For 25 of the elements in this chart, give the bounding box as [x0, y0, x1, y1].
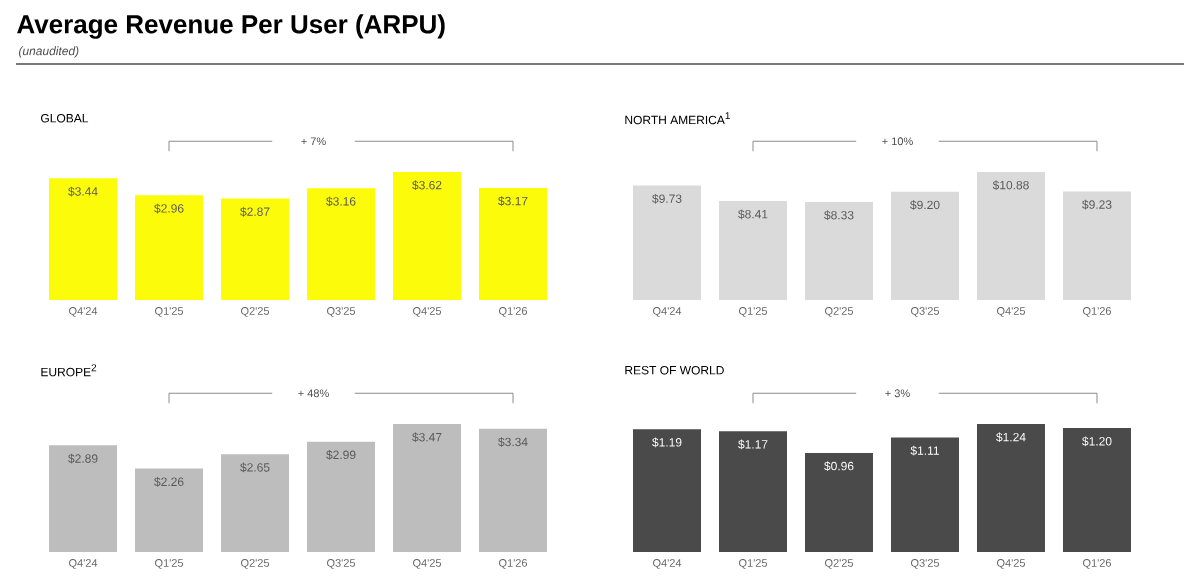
- bar: [890, 437, 959, 552]
- bar: [49, 445, 118, 552]
- bar: [307, 188, 376, 300]
- bar: [890, 191, 959, 300]
- bar: [976, 423, 1045, 552]
- bar: [633, 185, 701, 300]
- bar: [719, 201, 787, 300]
- bar: [479, 428, 547, 552]
- bar: [221, 198, 290, 300]
- bar: [135, 468, 204, 552]
- text: Average Revenue Per User (ARPU): [17, 14, 445, 39]
- bar: [805, 452, 873, 552]
- bar: [1062, 428, 1131, 552]
- bar: [393, 171, 462, 300]
- bar: [393, 423, 462, 552]
- bar: [49, 178, 118, 300]
- bar: [805, 201, 873, 300]
- bar: [307, 441, 376, 552]
- bar: [719, 431, 787, 552]
- bar: [1062, 191, 1131, 300]
- bar: [221, 454, 290, 552]
- bar: [633, 429, 701, 552]
- bar: [479, 187, 547, 300]
- bar: [135, 195, 204, 300]
- bar: [976, 171, 1045, 300]
